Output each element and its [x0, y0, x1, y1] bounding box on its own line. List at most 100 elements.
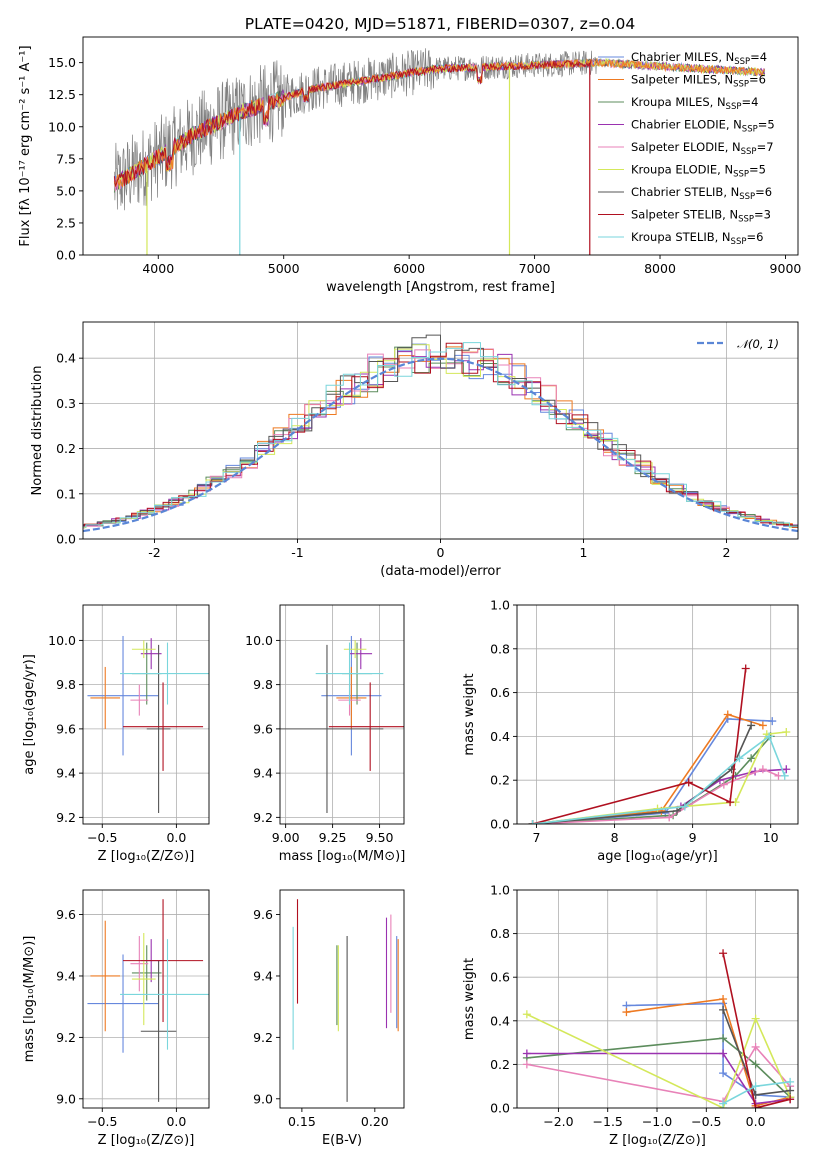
weight_vs_Z-ytick-label: 0.0	[490, 1101, 510, 1116]
mass_vs_ebv-errorbars	[292, 899, 399, 1102]
age_vs_Z-xtick-label: −0.5	[87, 830, 117, 845]
weight-marker	[719, 995, 728, 1003]
weight-line	[532, 718, 773, 824]
mass_vs_Z-ytick-label: 9.6	[56, 907, 76, 922]
weight-marker	[741, 664, 750, 673]
weight_vs_Z-ytick-label: 0.8	[490, 926, 510, 941]
weight-marker	[719, 1049, 728, 1058]
weight-line	[526, 1052, 791, 1105]
spectrum-ytick-label: 12.5	[48, 87, 76, 102]
age_vs_mass-xlabel: mass [log₁₀(M/M⊙)]	[279, 849, 406, 864]
mass_vs_ebv-xtick-label: 0.20	[361, 1114, 389, 1129]
weight-marker	[719, 949, 728, 958]
weight-marker	[723, 710, 732, 719]
mass_vs_Z-ytick-label: 9.0	[56, 1091, 76, 1106]
weight-marker	[747, 721, 756, 730]
mass_vs_Z-xtick-label: 0.0	[166, 1114, 186, 1129]
weight-marker	[751, 1104, 760, 1108]
mass_vs_ebv-ytick-label: 9.0	[253, 1091, 273, 1106]
mass_vs_Z-ytick-label: 9.2	[56, 1030, 76, 1045]
mass_vs_ebv-xtick-label: 0.15	[288, 1114, 316, 1129]
weight_vs_age-xtick-label: 10	[763, 830, 779, 845]
weight_vs_Z-ylabel: mass weight	[462, 958, 477, 1040]
weight_vs_Z-xtick-label: −0.5	[691, 1114, 721, 1129]
residuals-xtick-label: 0	[437, 545, 445, 560]
weight-marker	[786, 1095, 795, 1104]
spectrum-xtick-label: 8000	[644, 261, 676, 276]
age_vs_mass-ytick-label: 10.0	[245, 633, 273, 648]
age_vs_mass-errorbars	[280, 635, 404, 813]
spectrum-ytick-label: 5.0	[56, 183, 76, 198]
mass_vs_ebv-frame	[279, 889, 405, 1109]
age_vs_mass-ytick-label: 9.2	[253, 810, 273, 825]
age_vs_mass-frame	[279, 604, 405, 825]
weight_vs_age-ytick-label: 1.0	[490, 598, 510, 613]
weight_vs_Z-xtick-label: −1.0	[642, 1114, 672, 1129]
model-spectrum	[114, 57, 765, 189]
legend-label: Salpeter STELIB, NSSP=3	[631, 208, 771, 225]
weight_vs_Z-xtick-label: 0.0	[746, 1114, 766, 1129]
weight_vs_Z-frame	[516, 889, 799, 1109]
weight_vs_age-xtick-label: 9	[689, 830, 697, 845]
age_vs_Z-xlabel: Z [log₁₀(Z/Z⊙)]	[98, 849, 195, 864]
weight-line	[532, 668, 747, 824]
weight-marker	[622, 1008, 631, 1017]
age_vs_mass-ytick-label: 9.8	[253, 677, 273, 692]
spectrum-ytick-label: 2.5	[56, 215, 76, 230]
residuals-ytick-label: 0.2	[56, 441, 76, 456]
weight-marker	[768, 717, 777, 726]
residuals-xtick-label: 2	[723, 545, 731, 560]
weight_vs_Z-ytick-label: 0.2	[490, 1057, 510, 1072]
age_vs_Z-frame	[82, 604, 210, 825]
weight-marker	[751, 1060, 760, 1069]
legend-label: 𝒩(0, 1)	[737, 337, 779, 351]
mass_vs_ebv-ytick-label: 9.4	[253, 968, 273, 983]
weight-marker	[780, 771, 789, 780]
residuals-ytick-label: 0.1	[56, 486, 76, 501]
weight-marker	[680, 802, 689, 811]
weight_vs_age-frame	[516, 604, 799, 825]
weight-line	[626, 998, 791, 1107]
weight_vs_Z-xtick-label: −1.5	[593, 1114, 623, 1129]
weight_vs_age-ytick-label: 0.0	[490, 817, 510, 832]
weight-marker	[735, 754, 744, 763]
mass_vs_ebv-xlabel: E(B-V)	[322, 1133, 362, 1148]
age_vs_mass-xtick-label: 9.50	[366, 830, 394, 845]
mass_vs_ebv-ytick-label: 9.2	[253, 1030, 273, 1045]
residuals-ylabel: Normed distribution	[30, 366, 45, 496]
age_vs_Z-errorbars	[87, 635, 209, 813]
weight-marker	[747, 754, 756, 763]
age_vs_Z-ytick-label: 9.8	[56, 677, 76, 692]
weight_vs_age-ylabel: mass weight	[462, 673, 477, 755]
legend-label: Salpeter ELODIE, NSSP=7	[631, 140, 774, 157]
figure-title: PLATE=0420, MJD=51871, FIBERID=0307, z=0…	[245, 15, 635, 33]
spectrum-xtick-label: 6000	[393, 261, 425, 276]
age_vs_mass-xtick-label: 9.00	[272, 830, 300, 845]
mass_vs_ebv-ytick-label: 9.6	[253, 907, 273, 922]
mass_vs_Z-ytick-label: 9.4	[56, 968, 76, 983]
weight-marker	[786, 1086, 795, 1095]
weight-marker	[719, 780, 728, 789]
mass_vs_Z-ylabel: mass [log₁₀(M/M⊙)]	[22, 936, 37, 1063]
residuals-ytick-label: 0.3	[56, 396, 76, 411]
residuals-frame	[82, 321, 799, 540]
weight-marker	[522, 1049, 531, 1058]
mass_vs_Z-xlabel: Z [log₁₀(Z/Z⊙)]	[98, 1133, 195, 1148]
age_vs_mass-ytick-label: 9.6	[253, 721, 273, 736]
legend-label: Chabrier MILES, NSSP=4	[631, 50, 767, 67]
spectrum-xtick-label: 7000	[519, 261, 551, 276]
weight-marker	[528, 820, 537, 824]
legend-label: Chabrier STELIB, NSSP=6	[631, 185, 772, 202]
spectrum-ytick-label: 7.5	[56, 151, 76, 166]
model-spectrum	[113, 58, 766, 189]
mass_vs_Z-xtick-label: −0.5	[87, 1114, 117, 1129]
weight-marker	[719, 1005, 728, 1014]
weight-line	[526, 1013, 791, 1108]
legend-label: Kroupa ELODIE, NSSP=5	[631, 163, 766, 180]
residuals-ytick-label: 0.4	[56, 351, 76, 366]
legend-label: Chabrier ELODIE, NSSP=5	[631, 118, 775, 135]
spectrum-ylabel: Flux [fλ 10⁻¹⁷ erg cm⁻² s⁻¹ A⁻¹]	[18, 45, 33, 246]
weight-marker	[751, 1042, 760, 1051]
legend-label: Salpeter MILES, NSSP=6	[631, 73, 766, 90]
